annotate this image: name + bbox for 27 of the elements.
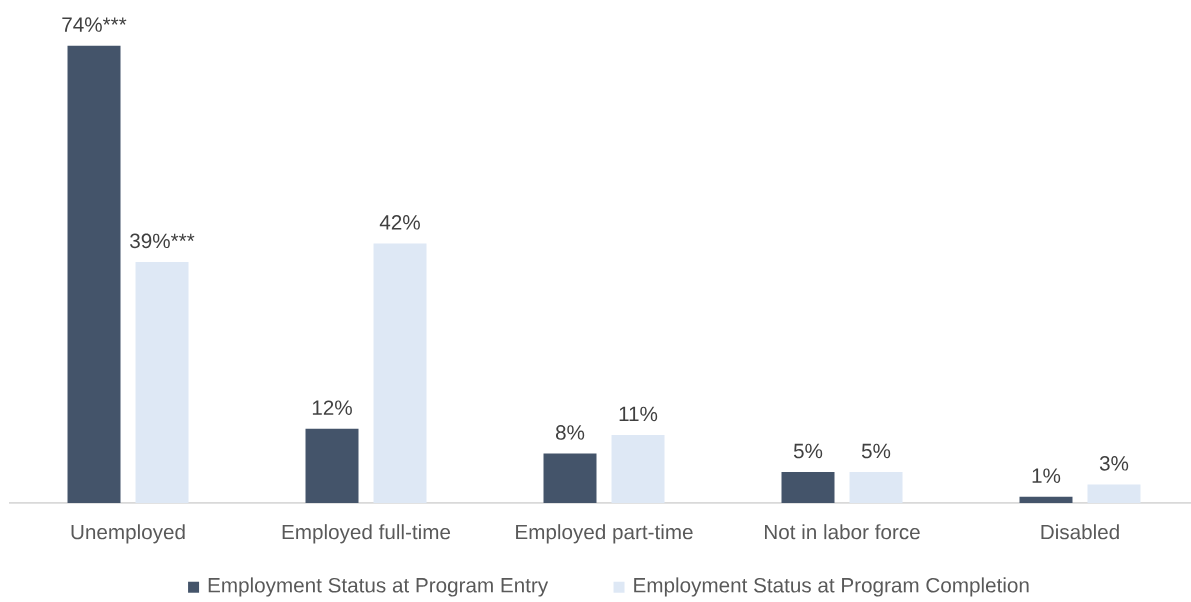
data-label: 8%	[555, 425, 585, 440]
legend-label: Employment Status at Program Completion	[634, 577, 1029, 597]
data-label: 3%	[1099, 456, 1129, 471]
x-tick-label: Not in labor force	[765, 524, 920, 540]
bar	[305, 428, 359, 503]
bar	[135, 261, 189, 503]
bar	[781, 472, 835, 503]
data-label: 39%***	[130, 233, 195, 249]
bar	[611, 435, 665, 503]
x-tick-label: Disabled	[1041, 524, 1119, 540]
x-tick-label: Employed part-time	[516, 524, 693, 544]
data-label: 1%	[1032, 468, 1061, 483]
legend-label: Employment Status at Program Entry	[208, 577, 549, 597]
bar	[849, 472, 903, 503]
bar	[543, 453, 597, 503]
data-label: 5%	[861, 443, 891, 459]
data-label: 42%	[379, 215, 420, 230]
data-label: 11%	[619, 406, 658, 422]
x-tick-label: Unemployed	[71, 524, 185, 544]
bar	[67, 45, 121, 503]
bar	[373, 243, 427, 503]
data-label: 74%***	[62, 17, 127, 32]
x-tick-label: Employed full-time	[282, 524, 451, 544]
data-label: 5%	[793, 443, 823, 459]
bar	[1087, 484, 1141, 503]
data-label: 12%	[312, 400, 352, 415]
bar	[1019, 496, 1073, 503]
